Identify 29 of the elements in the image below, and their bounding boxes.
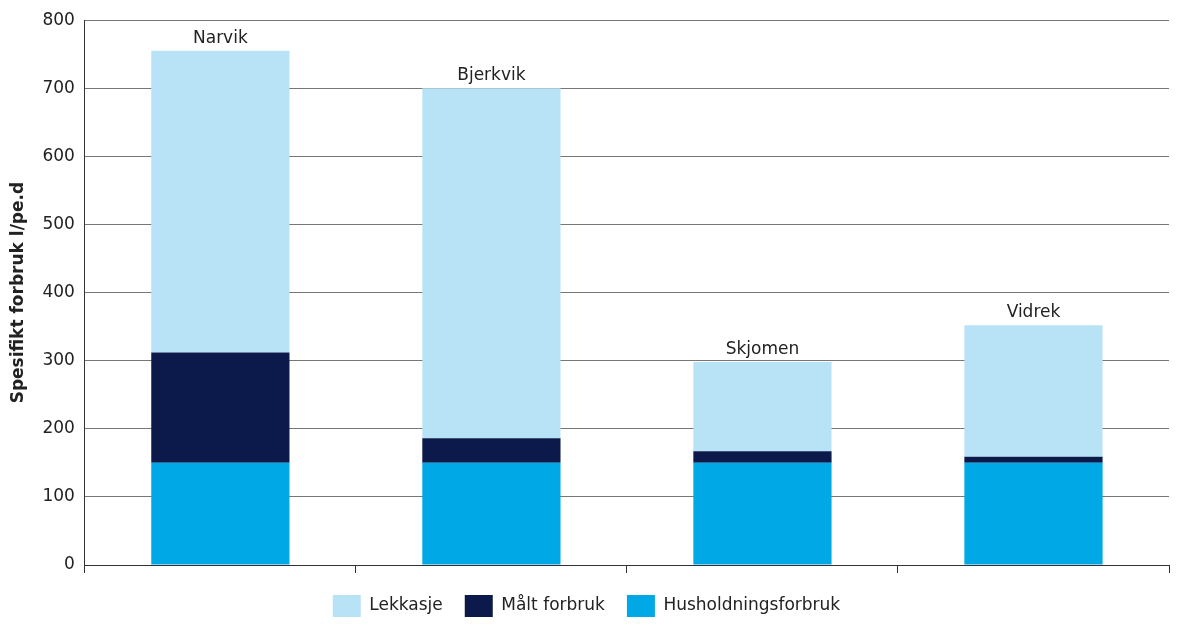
legend-label: Målt forbruk (501, 594, 606, 615)
y-tick-label: 300 (42, 349, 75, 370)
x-tick-label: Narvik (192, 26, 248, 47)
y-tick-label: 400 (42, 281, 75, 302)
y-tick-label: 100 (42, 485, 75, 506)
y-tick-label: 0 (64, 553, 75, 574)
y-axis-title: Spesifikt forbruk l/pe.d (6, 181, 27, 404)
x-tick-label: Vidrek (1006, 301, 1061, 322)
bar (151, 50, 290, 353)
y-tick-label: 800 (42, 8, 75, 29)
bar (151, 352, 290, 463)
y-tick-label: 500 (42, 212, 75, 233)
y-tick-label: 200 (42, 417, 75, 438)
bar (964, 462, 1103, 565)
bar (693, 362, 832, 452)
bar (422, 462, 561, 565)
legend-label: Lekkasje (369, 594, 443, 615)
x-tick-label: Bjerkvik (457, 64, 526, 85)
bar (151, 462, 290, 565)
y-tick-label: 600 (42, 144, 75, 165)
y-tick-label: 700 (42, 76, 75, 97)
bar (422, 88, 561, 439)
bar (693, 451, 832, 463)
bar (422, 438, 561, 463)
x-tick-label: Skjomen (725, 337, 800, 358)
bar (964, 325, 1103, 457)
bar (964, 456, 1103, 463)
bar (693, 462, 832, 565)
legend-label: Husholdningsforbruk (663, 594, 841, 615)
